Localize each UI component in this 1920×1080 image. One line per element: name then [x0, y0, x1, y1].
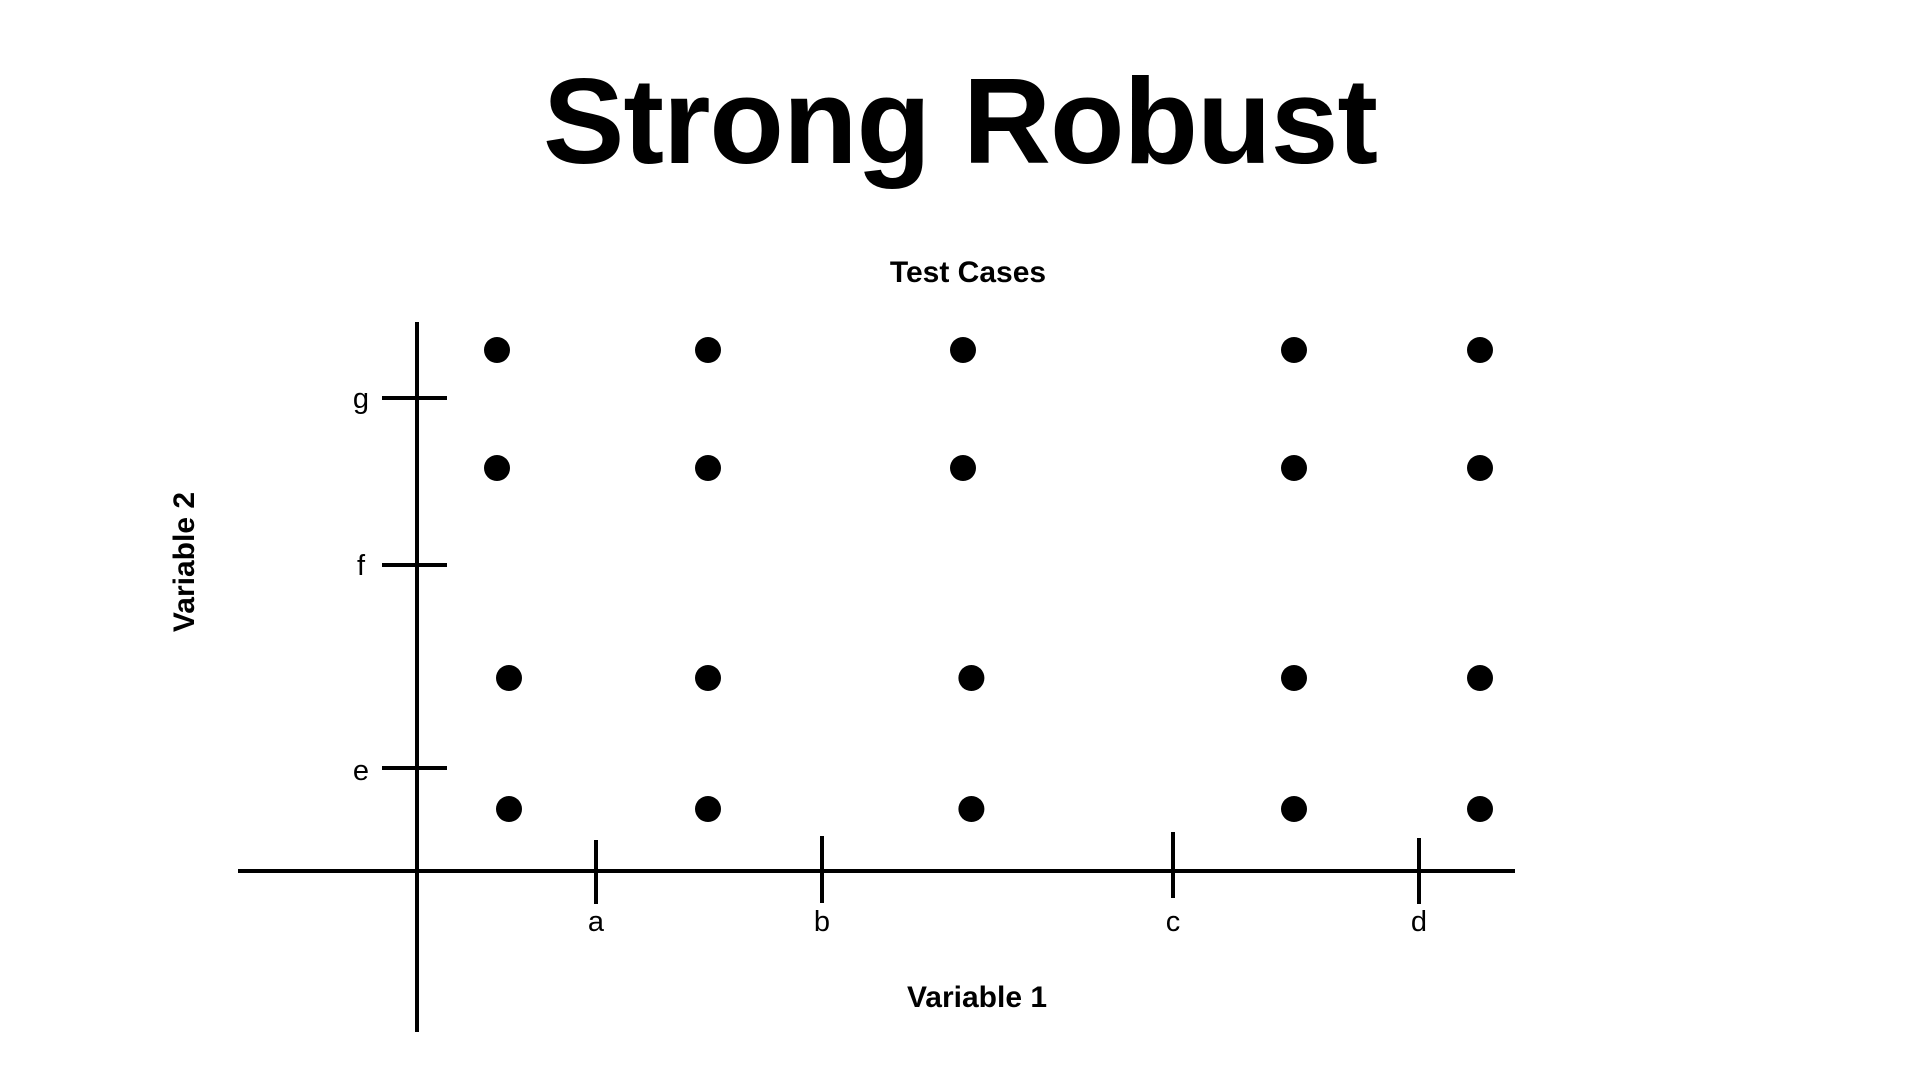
x-tick-label: a: [588, 906, 605, 938]
test-case-point: [1467, 337, 1493, 363]
test-case-point: [695, 337, 721, 363]
test-case-point: [1467, 665, 1493, 691]
y-axis-label: Variable 2: [168, 492, 201, 632]
x-tick-label: b: [814, 906, 830, 938]
diagram-subtitle: Test Cases: [890, 256, 1046, 289]
y-tick-label: f: [357, 550, 366, 582]
test-case-point: [958, 665, 985, 691]
test-case-point: [484, 337, 510, 363]
test-case-point: [695, 665, 721, 691]
x-axis-label: Variable 1: [907, 981, 1047, 1014]
test-case-point: [950, 337, 976, 363]
y-tick-e: e: [353, 755, 447, 787]
test-case-point: [1281, 665, 1307, 691]
slide-title: Strong Robust: [542, 53, 1378, 189]
test-case-point: [1467, 796, 1493, 822]
test-case-point: [496, 665, 522, 691]
y-tick-label: e: [353, 755, 369, 787]
x-tick-label: d: [1411, 906, 1427, 938]
x-tick-c: c: [1166, 832, 1181, 938]
test-case-point: [1281, 337, 1307, 363]
test-case-point: [695, 455, 721, 481]
x-tick-b: b: [814, 836, 830, 938]
y-tick-g: g: [353, 383, 447, 415]
test-case-point: [950, 455, 976, 481]
test-case-point: [1281, 796, 1307, 822]
test-case-point: [695, 796, 721, 822]
x-tick-label: c: [1166, 906, 1181, 938]
test-case-point: [958, 796, 985, 822]
test-case-point: [1467, 455, 1493, 481]
y-tick-label: g: [353, 383, 369, 415]
test-case-point: [1281, 455, 1307, 481]
test-case-point: [496, 796, 522, 822]
test-case-point: [484, 455, 510, 481]
test-case-points: [484, 337, 1493, 822]
x-tick-d: d: [1411, 838, 1427, 938]
y-tick-f: f: [357, 550, 447, 582]
x-tick-a: a: [588, 840, 605, 938]
